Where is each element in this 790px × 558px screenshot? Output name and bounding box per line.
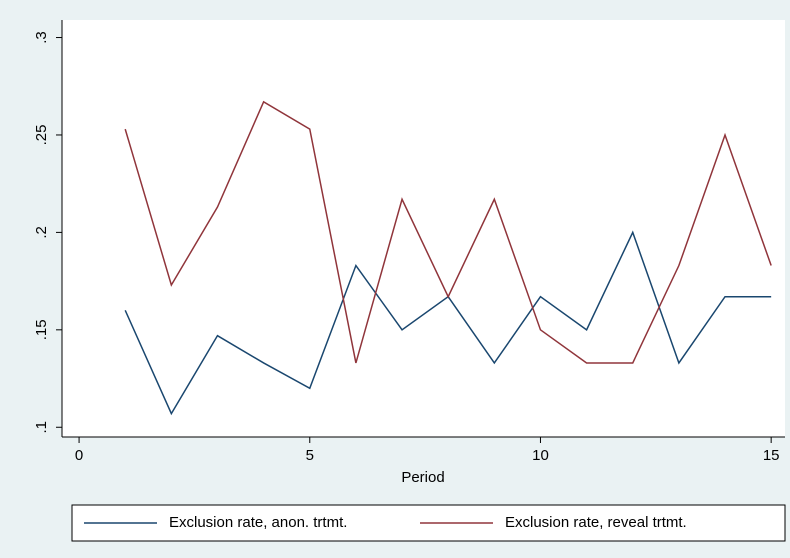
y-tick-label: .15 bbox=[33, 319, 50, 340]
y-tick-label: .1 bbox=[33, 421, 50, 434]
y-tick-label: .25 bbox=[33, 125, 50, 146]
x-tick-label: 5 bbox=[306, 447, 314, 464]
legend-label: Exclusion rate, reveal trtmt. bbox=[505, 514, 687, 531]
plot-area bbox=[62, 20, 785, 437]
y-tick-label: .2 bbox=[33, 226, 50, 239]
legend-label: Exclusion rate, anon. trtmt. bbox=[169, 514, 347, 531]
x-tick-label: 15 bbox=[763, 447, 780, 464]
y-tick-label: .3 bbox=[33, 31, 50, 44]
x-tick-label: 10 bbox=[532, 447, 549, 464]
x-tick-label: 0 bbox=[75, 447, 83, 464]
series-line bbox=[124, 100, 772, 364]
x-axis-title: Period bbox=[401, 469, 444, 486]
